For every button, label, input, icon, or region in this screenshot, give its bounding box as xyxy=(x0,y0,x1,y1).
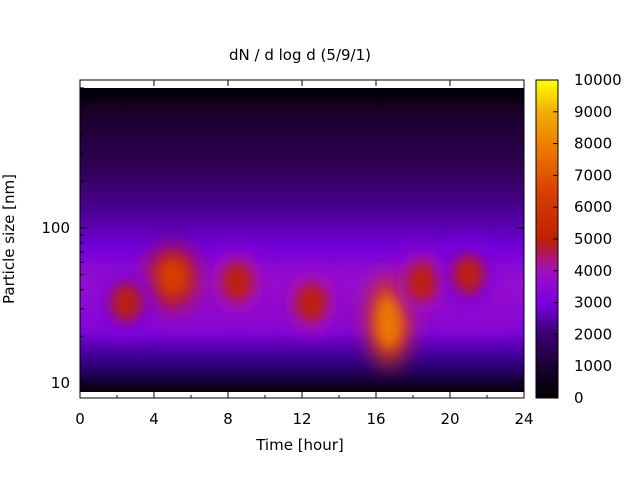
colorbar-tick-label: 10000 xyxy=(574,71,622,89)
heatmap-background xyxy=(80,88,524,392)
chart-title: dN / d log d (5/9/1) xyxy=(229,46,371,64)
colorbar-tick-label: 3000 xyxy=(574,294,612,312)
heatmap-blob-core xyxy=(452,255,485,294)
colorbar-tick-label: 0 xyxy=(574,389,584,407)
heatmap-features xyxy=(80,88,524,368)
x-tick-label: 20 xyxy=(440,410,459,428)
x-tick-label: 8 xyxy=(223,410,233,428)
heatmap-blob-core xyxy=(110,283,142,322)
heatmap-blob-core xyxy=(221,262,253,301)
heatmap-top-strip xyxy=(80,88,524,98)
colorbar-tick-label: 6000 xyxy=(574,198,612,216)
heatmap-blob-core xyxy=(295,283,327,322)
colorbar-axis: 0 1000 2000 3000 4000 5000 6000 7000 8000 9000 100… xyxy=(553,71,622,407)
y-tick-label: 10 xyxy=(51,374,70,392)
heatmap-blob-core xyxy=(375,293,403,349)
heatmap-area xyxy=(80,88,524,392)
x-tick-label: 16 xyxy=(366,410,385,428)
colorbar-tick-label: 8000 xyxy=(574,135,612,153)
x-tick-label: 12 xyxy=(292,410,311,428)
colorbar-tick-label: 7000 xyxy=(574,166,612,184)
y-axis: 10 100 xyxy=(41,87,524,392)
y-axis-label: Particle size [nm] xyxy=(0,174,18,304)
colorbar-tick-label: 9000 xyxy=(574,103,612,121)
heatmap-blob-core xyxy=(156,258,189,297)
x-axis: 0 4 8 12 16 20 24 xyxy=(75,80,534,428)
x-axis-label: Time [hour] xyxy=(255,436,344,454)
heatmap-blob-core xyxy=(406,262,438,301)
colorbar-tick-label: 1000 xyxy=(574,357,612,375)
x-tick-label: 4 xyxy=(149,410,159,428)
x-tick-label: 0 xyxy=(75,410,85,428)
x-tick-label: 24 xyxy=(514,410,533,428)
colorbar-tick-label: 2000 xyxy=(574,325,612,343)
colorbar-tick-label: 4000 xyxy=(574,262,612,280)
y-tick-label: 100 xyxy=(41,219,70,237)
colorbar-tick-label: 5000 xyxy=(574,230,612,248)
